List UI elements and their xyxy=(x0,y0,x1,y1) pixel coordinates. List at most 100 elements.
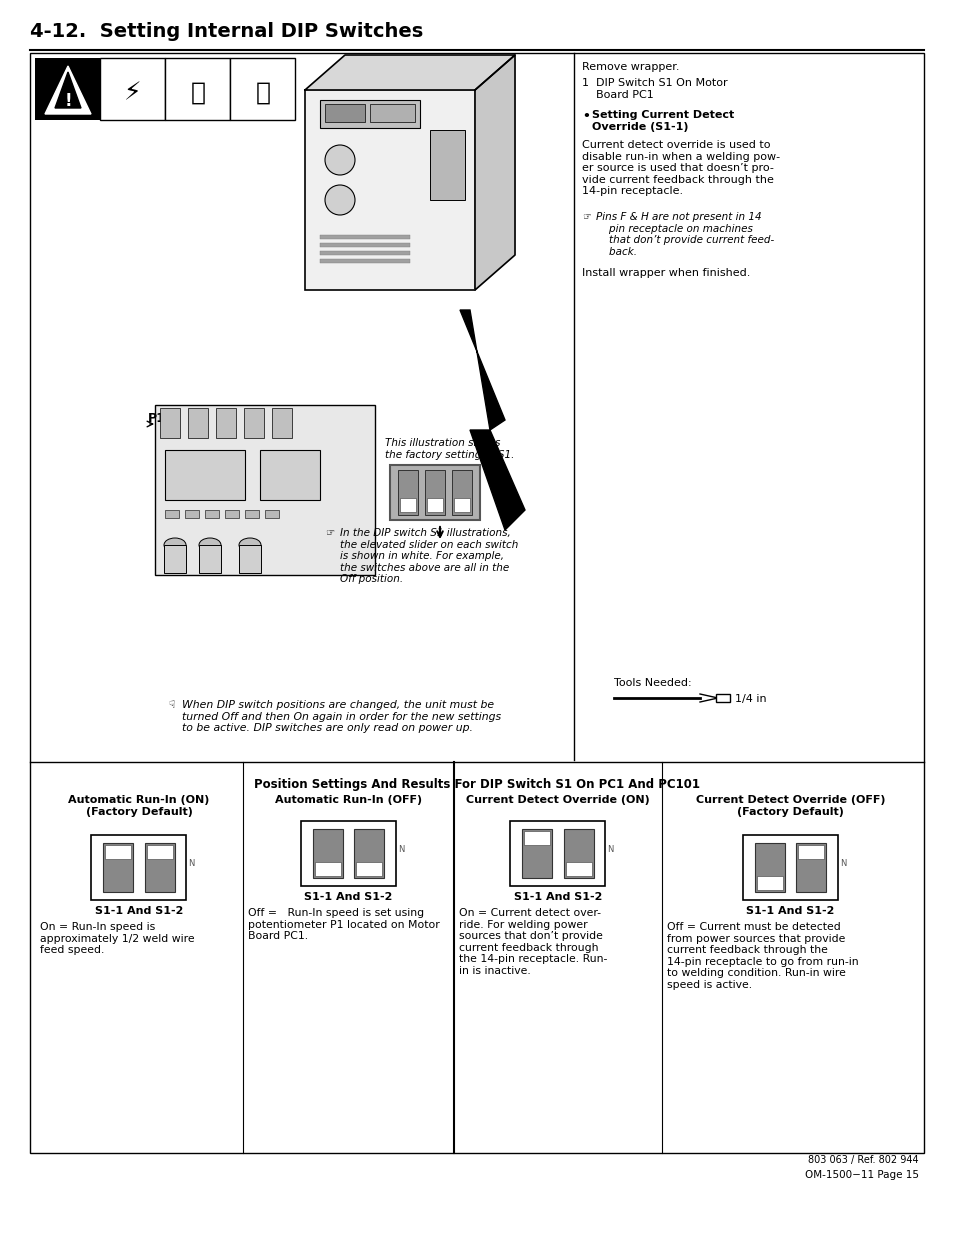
Bar xyxy=(390,466,479,520)
Bar xyxy=(260,450,319,500)
Bar xyxy=(424,471,444,515)
Text: 🔥: 🔥 xyxy=(191,82,205,105)
Bar xyxy=(35,58,100,120)
Text: 803 063 / Ref. 802 944: 803 063 / Ref. 802 944 xyxy=(807,1155,918,1165)
Bar xyxy=(565,862,591,876)
Text: Automatic Run-In (OFF): Automatic Run-In (OFF) xyxy=(274,795,421,805)
Text: Current Detect Override (OFF)
(Factory Default): Current Detect Override (OFF) (Factory D… xyxy=(695,795,884,816)
Bar xyxy=(301,821,395,885)
Bar xyxy=(397,471,417,515)
Ellipse shape xyxy=(164,538,186,552)
Bar xyxy=(165,58,230,120)
Text: 1: 1 xyxy=(483,467,491,477)
Text: In the DIP switch S1 illustrations,
the elevated slider on each switch
is shown : In the DIP switch S1 illustrations, the … xyxy=(339,529,517,584)
Bar xyxy=(356,862,382,876)
Bar xyxy=(563,829,593,878)
Bar xyxy=(325,104,365,122)
Bar xyxy=(145,844,174,892)
Polygon shape xyxy=(470,430,524,530)
Text: ⚡: ⚡ xyxy=(124,82,142,105)
Polygon shape xyxy=(475,56,515,290)
Circle shape xyxy=(52,317,507,773)
Bar xyxy=(399,498,416,513)
Bar xyxy=(370,104,415,122)
Bar xyxy=(305,90,475,290)
Polygon shape xyxy=(45,65,91,114)
Bar xyxy=(314,862,340,876)
Bar xyxy=(716,694,729,701)
Bar xyxy=(319,235,410,240)
Text: P1: P1 xyxy=(148,411,166,425)
Bar xyxy=(319,259,410,263)
Text: 1: 1 xyxy=(581,78,588,88)
Bar xyxy=(100,58,165,120)
Polygon shape xyxy=(55,72,81,107)
Circle shape xyxy=(325,144,355,175)
Text: Install wrapper when finished.: Install wrapper when finished. xyxy=(581,268,750,278)
Text: S1-1 And S1-2: S1-1 And S1-2 xyxy=(304,892,393,902)
Text: N: N xyxy=(189,860,194,868)
Polygon shape xyxy=(305,56,515,90)
Bar xyxy=(319,100,419,128)
Text: •: • xyxy=(581,110,589,124)
Bar xyxy=(742,835,837,900)
Ellipse shape xyxy=(239,538,261,552)
Text: ☞: ☞ xyxy=(581,212,590,222)
Bar xyxy=(452,471,472,515)
Bar xyxy=(313,829,342,878)
Circle shape xyxy=(325,185,355,215)
Bar xyxy=(523,831,550,845)
Bar xyxy=(188,408,208,438)
Bar xyxy=(245,510,258,517)
Text: S1-1 And S1-2: S1-1 And S1-2 xyxy=(514,892,601,902)
Bar xyxy=(510,821,605,885)
Text: N: N xyxy=(397,845,404,853)
Bar xyxy=(215,408,235,438)
Text: 1/4 in: 1/4 in xyxy=(734,694,766,704)
Text: N: N xyxy=(607,845,613,853)
Bar xyxy=(265,510,278,517)
Bar xyxy=(147,845,172,860)
Bar xyxy=(244,408,264,438)
Bar xyxy=(165,510,179,517)
Bar xyxy=(91,835,186,900)
Bar xyxy=(230,58,294,120)
Text: Current Detect Override (ON): Current Detect Override (ON) xyxy=(466,795,649,805)
Text: Automatic Run-In (ON)
(Factory Default): Automatic Run-In (ON) (Factory Default) xyxy=(69,795,210,816)
Text: ☟: ☟ xyxy=(168,700,174,710)
Bar xyxy=(427,498,442,513)
Text: N: N xyxy=(840,860,845,868)
Bar xyxy=(319,251,410,254)
Bar xyxy=(521,829,552,878)
Bar xyxy=(30,53,923,1153)
Text: Setting Current Detect
Override (S1-1): Setting Current Detect Override (S1-1) xyxy=(592,110,734,132)
Text: This illustration shows
the factory setting of S1.: This illustration shows the factory sett… xyxy=(385,438,514,459)
Bar xyxy=(798,845,823,860)
Text: Off =   Run-In speed is set using
potentiometer P1 located on Motor
Board PC1.: Off = Run-In speed is set using potentio… xyxy=(248,908,439,941)
Bar xyxy=(319,243,410,247)
Text: Tools Needed:: Tools Needed: xyxy=(614,678,691,688)
Text: Position Settings And Results For DIP Switch S1 On PC1 And PC101: Position Settings And Results For DIP Sw… xyxy=(253,778,700,790)
Ellipse shape xyxy=(199,538,221,552)
Text: S1-1 And S1-2: S1-1 And S1-2 xyxy=(745,906,834,916)
Bar xyxy=(430,130,464,200)
Text: DIP Switch S1 On Motor
Board PC1: DIP Switch S1 On Motor Board PC1 xyxy=(596,78,727,100)
Text: When DIP switch positions are changed, the unit must be
turned Off and then On a: When DIP switch positions are changed, t… xyxy=(182,700,500,734)
Bar xyxy=(754,844,784,892)
Text: OM-1500−11 Page 15: OM-1500−11 Page 15 xyxy=(804,1170,918,1179)
Text: Pins F & H are not present in 14
    pin receptacle on machines
    that don’t p: Pins F & H are not present in 14 pin rec… xyxy=(596,212,774,257)
Text: 4-12.  Setting Internal DIP Switches: 4-12. Setting Internal DIP Switches xyxy=(30,22,423,41)
Text: 〜: 〜 xyxy=(255,82,271,105)
Bar xyxy=(239,545,261,573)
Text: !: ! xyxy=(64,91,71,110)
Bar xyxy=(154,405,375,576)
Bar xyxy=(796,844,825,892)
Bar xyxy=(354,829,384,878)
Bar xyxy=(185,510,199,517)
Bar xyxy=(199,545,221,573)
Text: Current detect override is used to
disable run-in when a welding pow-
er source : Current detect override is used to disab… xyxy=(581,140,780,196)
Bar xyxy=(205,510,219,517)
Bar xyxy=(103,844,133,892)
Text: Remove wrapper.: Remove wrapper. xyxy=(581,62,679,72)
Bar xyxy=(164,545,186,573)
